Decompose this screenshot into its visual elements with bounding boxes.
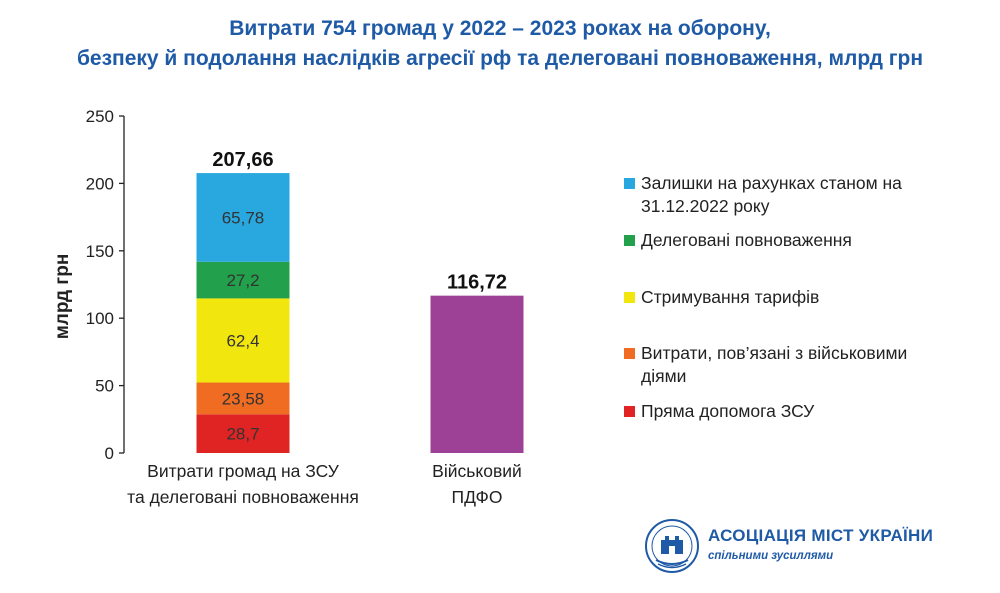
x-category-label: Витрати громад на ЗСУ <box>147 461 340 481</box>
legend-swatch <box>624 292 635 303</box>
bar-value-label: 65,78 <box>222 208 265 227</box>
bar-segment <box>196 382 290 415</box>
bar-total-label: 116,72 <box>447 272 507 294</box>
legend-item-tariffs: Стримування тарифів <box>624 286 819 309</box>
y-axis-label: млрд грн <box>52 254 73 340</box>
legend-swatch <box>624 406 635 417</box>
organization-logo <box>645 519 699 573</box>
y-tick-label: 100 <box>86 309 114 328</box>
legend-swatch <box>624 235 635 246</box>
legend-item-direct-aid: Пряма допомога ЗСУ <box>624 400 814 423</box>
bar-segment <box>196 261 290 299</box>
bar-segment <box>430 295 524 453</box>
organization-name: АСОЦІАЦІЯ МІСТ УКРАЇНИ <box>708 526 934 545</box>
x-category-label: Військовий <box>432 461 522 481</box>
bar-value-label: 62,4 <box>226 331 259 350</box>
bar-segment <box>196 414 290 453</box>
y-tick-label: 250 <box>86 107 114 126</box>
legend-label: Витрати, пов’язані з військовими діями <box>641 343 908 386</box>
bar-value-label: 28,7 <box>226 425 259 444</box>
legend-swatch <box>624 178 635 189</box>
y-tick-label: 150 <box>86 242 114 261</box>
legend-swatch <box>624 348 635 359</box>
x-category-label: та делеговані повноваження <box>127 487 359 507</box>
legend-label: Пряма допомога ЗСУ <box>641 401 815 421</box>
legend-item-balances: Залишки на рахунках станом на 31.12.2022… <box>624 172 902 218</box>
title-line-2: безпеку й подолання наслідків агресії рф… <box>76 47 924 70</box>
x-category-label: ПДФО <box>452 487 503 507</box>
bar-segment <box>196 298 290 383</box>
chart-title: Витрати 754 громад у 2022 – 2023 роках н… <box>0 14 1000 74</box>
organization-slogan: спільними зусиллями <box>708 550 834 562</box>
legend-label: Залишки на рахунках станом на 31.12.2022… <box>641 173 902 216</box>
y-tick-label: 0 <box>105 444 114 463</box>
bar-total-label: 207,66 <box>212 149 273 171</box>
bar-value-label: 23,58 <box>222 389 265 408</box>
bar-value-label: 27,2 <box>226 271 259 290</box>
y-tick-label: 50 <box>95 377 114 396</box>
title-line-1: Витрати 754 громад у 2022 – 2023 роках н… <box>229 17 771 40</box>
legend-item-delegated: Делеговані повноваження <box>624 229 852 252</box>
legend-label: Делеговані повноваження <box>641 230 852 250</box>
legend-item-military-expenses: Витрати, пов’язані з військовими діями <box>624 342 907 388</box>
bar-segment <box>196 173 290 262</box>
legend-label: Стримування тарифів <box>641 287 820 307</box>
y-tick-label: 200 <box>86 174 114 193</box>
